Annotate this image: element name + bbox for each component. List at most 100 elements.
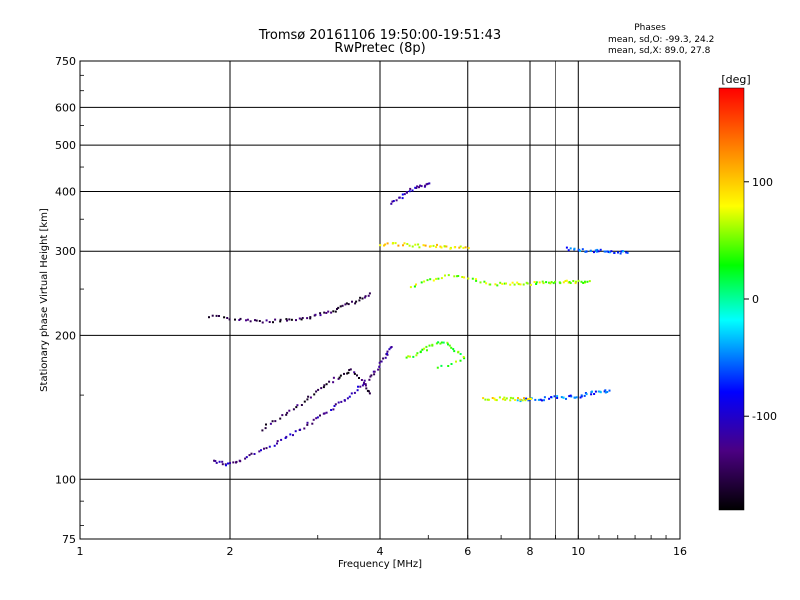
echo-point bbox=[288, 318, 291, 321]
echo-point bbox=[436, 243, 438, 246]
echo-point bbox=[323, 412, 326, 415]
echo-point bbox=[499, 281, 502, 284]
echo-point bbox=[535, 281, 538, 284]
echo-point bbox=[363, 296, 366, 299]
echo-point bbox=[585, 393, 588, 396]
echo-point bbox=[440, 277, 443, 280]
echo-point bbox=[327, 310, 330, 313]
echo-point bbox=[583, 394, 586, 397]
echo-point bbox=[218, 460, 221, 463]
echo-point bbox=[298, 317, 301, 320]
echo-point bbox=[517, 283, 520, 286]
echo-point bbox=[416, 352, 419, 355]
echo-point bbox=[394, 242, 397, 245]
echo-point bbox=[511, 281, 514, 284]
echo-point bbox=[579, 249, 582, 252]
echo-point bbox=[322, 386, 325, 389]
y-tick-label: 750 bbox=[55, 55, 76, 68]
echo-point bbox=[386, 350, 389, 353]
echo-point bbox=[355, 300, 358, 303]
echo-point bbox=[332, 408, 335, 411]
echo-point bbox=[584, 392, 587, 394]
echo-point bbox=[280, 438, 283, 441]
echo-point bbox=[218, 315, 220, 317]
x-tick-label: 8 bbox=[527, 545, 534, 558]
echo-point bbox=[525, 397, 528, 400]
echo-point bbox=[604, 391, 607, 394]
phase-stats-heading: Phases bbox=[634, 23, 666, 33]
echo-point bbox=[550, 396, 553, 399]
echo-point bbox=[392, 242, 395, 244]
echo-point bbox=[539, 398, 542, 401]
echo-point bbox=[597, 250, 600, 253]
echo-point bbox=[276, 440, 279, 443]
x-tick-label: 10 bbox=[571, 545, 585, 558]
echo-point bbox=[268, 321, 271, 323]
echo-point bbox=[258, 450, 261, 453]
echo-point bbox=[548, 397, 551, 400]
echo-point bbox=[225, 464, 227, 467]
echo-point bbox=[494, 283, 497, 286]
echo-point bbox=[377, 368, 380, 371]
echo-point bbox=[239, 460, 242, 463]
echo-point bbox=[608, 389, 611, 392]
echo-point bbox=[232, 461, 235, 464]
echo-point bbox=[550, 281, 553, 283]
echo-point bbox=[223, 316, 226, 319]
echo-point bbox=[524, 399, 527, 402]
echo-point bbox=[440, 341, 443, 344]
echo-point bbox=[351, 300, 353, 303]
echo-point bbox=[340, 400, 343, 403]
echo-point bbox=[426, 349, 428, 352]
trace-spread-f-cluster-o bbox=[390, 182, 431, 205]
echo-point bbox=[428, 344, 431, 347]
echo-point bbox=[290, 318, 293, 321]
x-tick-label: 16 bbox=[673, 545, 687, 558]
echo-point bbox=[622, 250, 625, 253]
echo-point bbox=[265, 447, 268, 450]
echo-point bbox=[417, 243, 420, 246]
echo-point bbox=[439, 342, 442, 345]
echo-point bbox=[323, 311, 326, 314]
echo-point bbox=[398, 196, 401, 199]
echo-point bbox=[554, 280, 557, 283]
echo-point bbox=[556, 395, 559, 398]
echo-point bbox=[423, 280, 426, 283]
echo-point bbox=[364, 383, 367, 386]
echo-point bbox=[595, 250, 598, 253]
echo-point bbox=[496, 284, 499, 287]
echo-point bbox=[246, 318, 249, 321]
echo-point bbox=[343, 399, 346, 402]
echo-point bbox=[509, 396, 512, 399]
echo-point bbox=[588, 280, 591, 283]
echo-point bbox=[315, 390, 318, 393]
echo-point bbox=[309, 396, 312, 399]
x-tick-label: 2 bbox=[227, 545, 234, 558]
echo-point bbox=[437, 341, 440, 344]
colorbar-ticks: 100 0 -100 bbox=[744, 176, 777, 423]
echo-point bbox=[272, 321, 274, 324]
echo-point bbox=[608, 251, 611, 254]
echo-point bbox=[300, 318, 303, 321]
echo-point bbox=[529, 283, 532, 286]
echo-point bbox=[402, 244, 404, 247]
echo-point bbox=[285, 318, 288, 321]
echo-point bbox=[414, 243, 417, 246]
echo-point bbox=[541, 399, 543, 402]
echo-point bbox=[562, 281, 565, 284]
echo-point bbox=[447, 274, 450, 277]
echo-point bbox=[527, 399, 530, 402]
echo-point bbox=[226, 317, 229, 319]
echo-point bbox=[440, 364, 443, 367]
echo-point bbox=[380, 360, 383, 363]
echo-point bbox=[248, 454, 251, 457]
echo-point bbox=[239, 317, 242, 320]
echo-point bbox=[459, 245, 462, 248]
echo-point bbox=[363, 381, 365, 384]
echo-point bbox=[597, 390, 600, 393]
echo-point bbox=[312, 418, 315, 421]
echo-point bbox=[625, 251, 628, 254]
trace-mid-x-trace bbox=[409, 274, 591, 289]
echo-point bbox=[485, 282, 488, 285]
echo-point bbox=[388, 348, 391, 351]
